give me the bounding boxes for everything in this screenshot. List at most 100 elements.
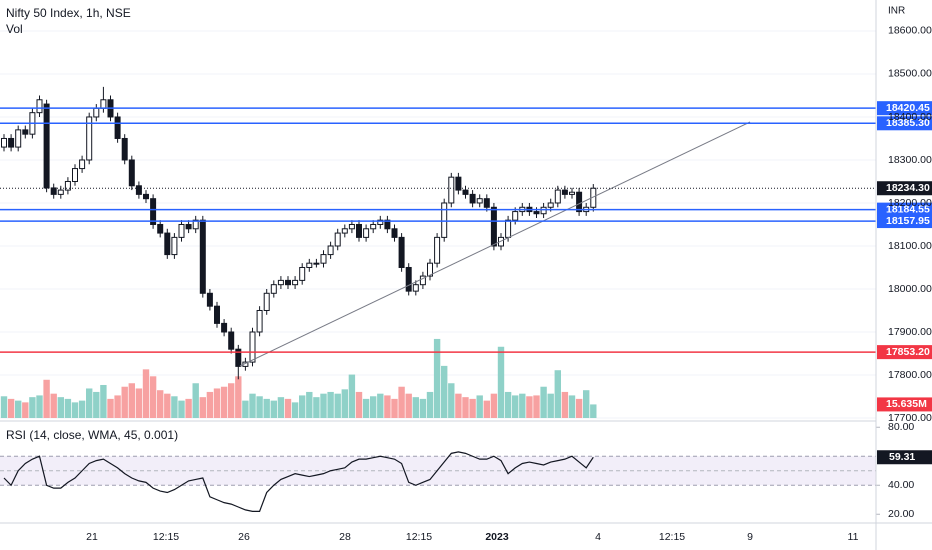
volume-bar xyxy=(36,395,43,418)
candle-body xyxy=(57,189,64,195)
volume-bar xyxy=(483,400,490,418)
candle-body xyxy=(263,292,270,311)
x-tick-label: 26 xyxy=(238,531,250,543)
last-price-label-box xyxy=(877,181,932,196)
candle-body xyxy=(178,223,185,238)
volume-bar xyxy=(93,391,100,418)
candle-body xyxy=(249,331,256,363)
rsi-pane: 59.31 xyxy=(0,426,932,515)
chart-title: Nifty 50 Index, 1h, NSE xyxy=(6,6,131,20)
volume-bar xyxy=(270,400,277,418)
level-label: 18420.45 xyxy=(886,102,930,114)
volume-bar xyxy=(540,386,547,418)
y-tick-label: 17700.00 xyxy=(888,412,932,424)
x-tick-label: 28 xyxy=(339,531,351,543)
volume-bar xyxy=(519,393,526,418)
candle-body xyxy=(547,202,554,208)
candle-body xyxy=(462,189,469,195)
level-label-box xyxy=(877,101,932,116)
volume-bar xyxy=(22,402,29,418)
candle-body xyxy=(1,137,7,148)
level-label-box xyxy=(877,202,932,217)
candle-body xyxy=(391,228,398,238)
candle-body xyxy=(121,137,128,161)
candle-body xyxy=(405,266,412,292)
y-tick-label: 18500.00 xyxy=(888,68,932,80)
candle-body xyxy=(135,185,142,195)
volume-bar xyxy=(43,379,50,418)
volume-bar xyxy=(29,397,36,418)
candle-body xyxy=(334,232,341,247)
level-label: 18157.95 xyxy=(886,215,930,227)
candle-body xyxy=(164,232,171,256)
x-tick-label: 9 xyxy=(747,531,753,543)
volume-bar xyxy=(299,395,306,418)
volume-bar xyxy=(512,395,519,418)
candle-body xyxy=(15,129,22,148)
candle-body xyxy=(79,159,86,170)
candle-body xyxy=(292,279,299,286)
candle-body xyxy=(377,219,384,225)
candle-body xyxy=(455,176,462,191)
candle-body xyxy=(370,223,377,230)
volume-bar xyxy=(0,396,8,418)
volume-bar xyxy=(313,397,320,418)
x-tick-label: 2023 xyxy=(485,531,509,543)
volume-bar xyxy=(490,393,498,418)
volume-bar xyxy=(533,395,540,418)
volume-bar xyxy=(64,398,72,418)
candle-body xyxy=(533,211,540,215)
y-tick-label: 18600.00 xyxy=(888,25,932,37)
volume-title: Vol xyxy=(6,22,23,36)
axes: 18600.00 18500.00 18400.00 18300.00 18200.00… xyxy=(86,25,932,543)
candle-body xyxy=(235,348,242,367)
candle-body xyxy=(427,262,433,277)
volume-bar xyxy=(100,384,107,418)
candle-body xyxy=(50,187,57,195)
volume-bar xyxy=(185,398,192,418)
candle-body xyxy=(469,193,476,204)
volume-bar xyxy=(256,396,263,418)
y-tick-label: 17900.00 xyxy=(888,326,932,338)
volume-bar xyxy=(213,388,221,418)
candle-body xyxy=(64,180,71,191)
x-tick-label: 21 xyxy=(86,531,98,543)
candle-body xyxy=(356,223,362,238)
volume-bar xyxy=(348,374,356,418)
candle-body xyxy=(448,176,455,204)
candle-body xyxy=(72,168,78,182)
volume-bar xyxy=(497,346,505,418)
x-tick-label: 12:15 xyxy=(153,531,179,543)
volume-bar xyxy=(433,338,441,418)
volume-bar xyxy=(235,376,242,418)
candle-body xyxy=(199,219,206,294)
volume-bar xyxy=(149,376,157,418)
rsi-title: RSI (14, close, WMA, 45, 0.001) xyxy=(6,428,178,442)
y-tick-label: 18200.00 xyxy=(888,197,932,209)
candle-body xyxy=(270,284,277,294)
candle-body xyxy=(22,129,29,135)
volume-bar xyxy=(448,383,455,418)
volume-bar xyxy=(220,386,228,418)
candle-body xyxy=(36,99,43,114)
candle-body xyxy=(327,245,334,256)
candle-body xyxy=(256,309,263,333)
volume-pane: 15.635M xyxy=(0,338,932,418)
y-tick-label: 17800.00 xyxy=(888,369,932,381)
volume-bar xyxy=(583,390,590,418)
candle-body xyxy=(8,137,15,148)
candle-body xyxy=(505,219,512,238)
candle-body xyxy=(363,228,370,238)
last-price-label: 18234.30 xyxy=(886,182,930,194)
candle-body xyxy=(434,236,441,264)
candle-body xyxy=(100,99,107,109)
volume-bar xyxy=(526,396,533,418)
volume-bar xyxy=(405,393,412,418)
candle-body xyxy=(398,236,405,268)
rsi-last-box xyxy=(877,450,932,465)
volume-bar xyxy=(7,398,15,418)
candle-body xyxy=(221,322,228,333)
x-tick-label: 11 xyxy=(848,531,859,543)
candle-body xyxy=(561,189,568,195)
